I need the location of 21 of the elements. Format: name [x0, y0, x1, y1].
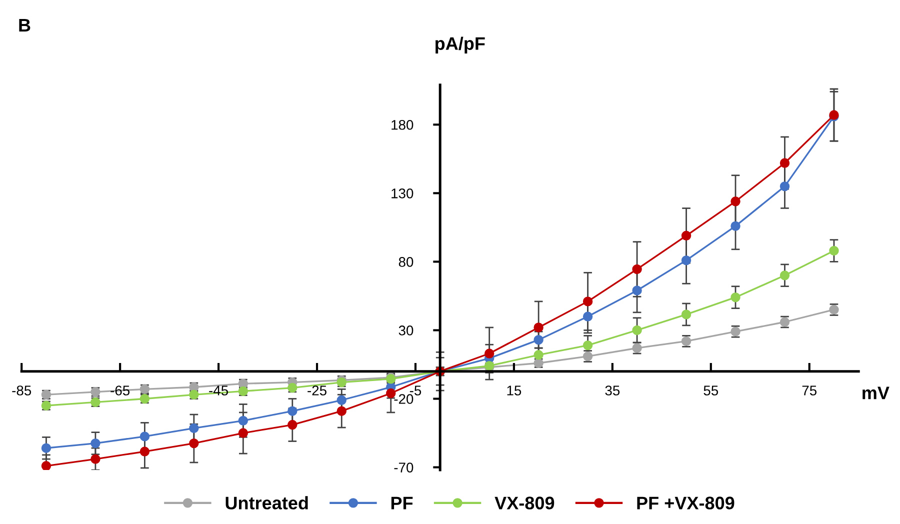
x-tick-label: 55 [704, 386, 718, 396]
legend-label: Untreated [226, 496, 308, 510]
x-tick-label: 15 [507, 386, 522, 396]
y-axis-title: pA/pF [436, 36, 485, 54]
y-tick-label: 30 [398, 326, 414, 336]
x-tick-label: -65 [110, 386, 130, 396]
y-tick-label: 180 [392, 120, 414, 130]
legend-label: PF +VX-809 [637, 496, 734, 510]
legend-label: PF [391, 496, 413, 510]
x-tick-label: -25 [308, 386, 326, 396]
y-tick-label: -70 [394, 462, 414, 472]
x-tick-label: -85 [12, 386, 32, 396]
x-tick-label: 35 [605, 386, 620, 396]
text: B [19, 19, 30, 32]
x-tick-label: 75 [802, 386, 817, 396]
y-tick-label: -20 [394, 394, 414, 404]
y-tick-label: 80 [398, 257, 414, 267]
y-tick-label: 130 [392, 188, 414, 198]
legend-label: VX-809 [494, 496, 554, 510]
x-axis-title: mV [862, 386, 890, 400]
x-tick-label: -5 [410, 386, 422, 396]
